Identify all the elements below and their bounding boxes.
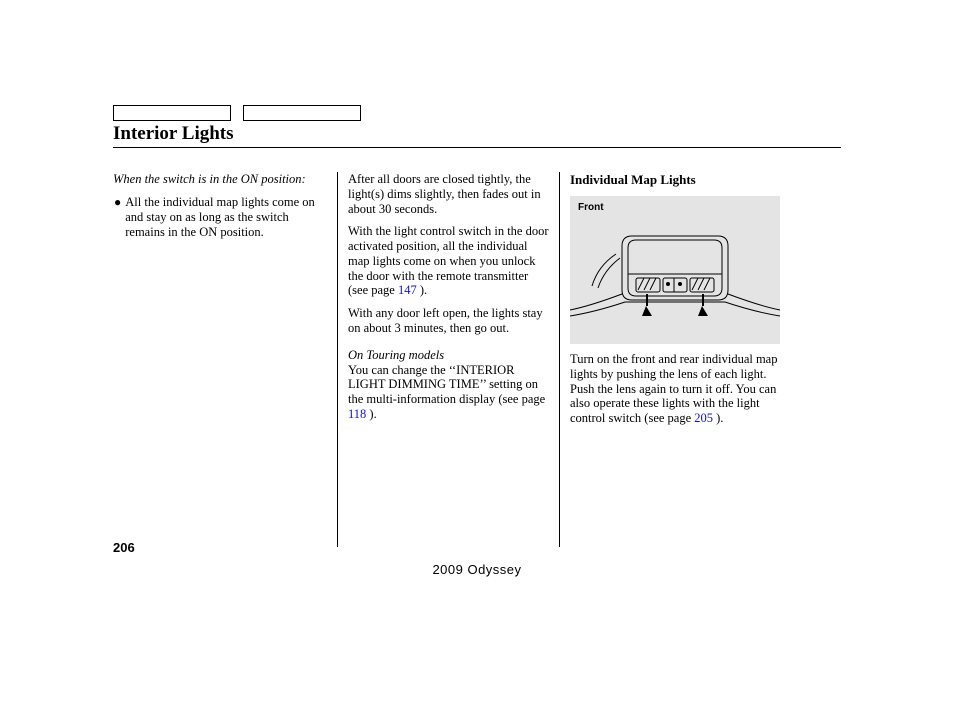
col3-p1a: Turn on the front and rear individual ma… xyxy=(570,352,777,425)
footer-text: 2009 Odyssey xyxy=(0,562,954,577)
header-boxes xyxy=(113,105,841,121)
column-1: When the switch is in the ON position: ●… xyxy=(113,172,338,547)
col2-p4a: You can change the ‘‘INTERIOR LIGHT DIMM… xyxy=(348,363,545,407)
col2-p2a: With the light control switch in the doo… xyxy=(348,224,549,297)
col1-bullet: ● All the individual map lights come on … xyxy=(113,195,327,239)
col1-bullet-text: All the individual map lights come on an… xyxy=(125,195,327,239)
page-link-118[interactable]: 118 xyxy=(348,407,366,421)
page-link-147[interactable]: 147 xyxy=(398,283,417,297)
col3-heading: Individual Map Lights xyxy=(570,172,790,188)
figure-box: Front xyxy=(570,196,780,344)
col2-p3: With any door left open, the lights stay… xyxy=(348,306,549,336)
col2-p2: With the light control switch in the doo… xyxy=(348,224,549,298)
page-link-205[interactable]: 205 xyxy=(694,411,713,425)
col2-p4b: ). xyxy=(366,407,376,421)
column-2: After all doors are closed tightly, the … xyxy=(338,172,560,547)
col3-p1: Turn on the front and rear individual ma… xyxy=(570,352,790,426)
col1-intro: When the switch is in the ON position: xyxy=(113,172,327,187)
col3-p1b: ). xyxy=(713,411,723,425)
col2-p1: After all doors are closed tightly, the … xyxy=(348,172,549,216)
page-number: 206 xyxy=(113,540,135,555)
column-3: Individual Map Lights Front xyxy=(560,172,790,547)
overhead-console-illustration xyxy=(570,224,780,342)
header-box-2 xyxy=(243,105,361,121)
figure-label: Front xyxy=(578,202,604,213)
columns: When the switch is in the ON position: ●… xyxy=(113,172,841,547)
header-box-1 xyxy=(113,105,231,121)
col2-p2b: ). xyxy=(417,283,427,297)
col2-p4: You can change the ‘‘INTERIOR LIGHT DIMM… xyxy=(348,363,549,422)
page-content: Interior Lights When the switch is in th… xyxy=(113,105,841,547)
title-rule xyxy=(113,147,841,148)
page-title: Interior Lights xyxy=(113,123,841,145)
col2-note: On Touring models xyxy=(348,348,549,363)
bullet-icon: ● xyxy=(113,195,125,239)
